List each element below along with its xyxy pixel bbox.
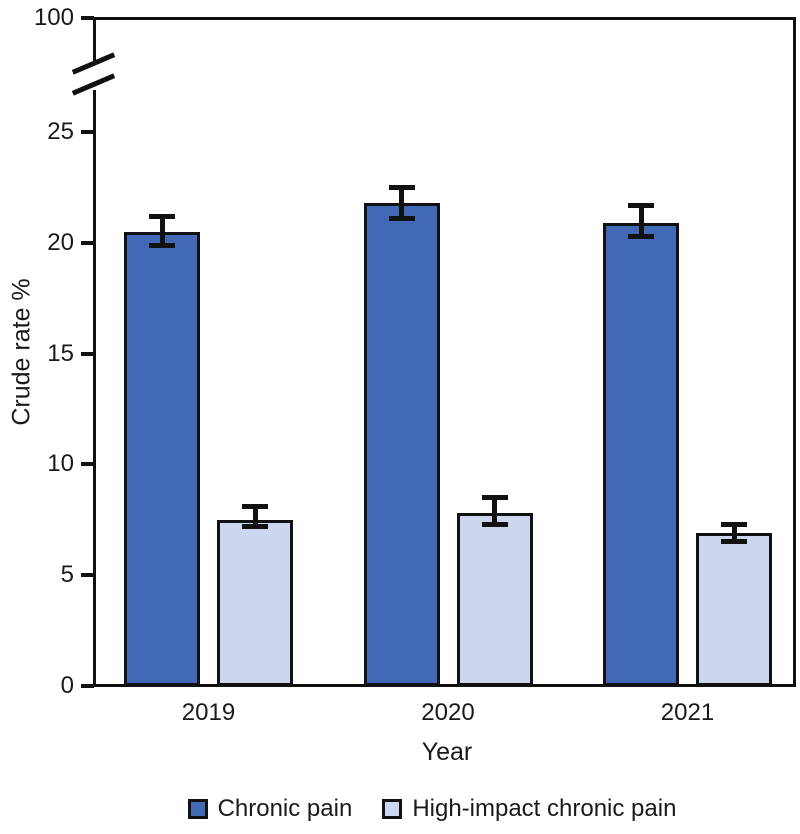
x-tick-label-2021: 2021: [660, 699, 715, 726]
y-tick-label-100: 100: [33, 4, 74, 31]
y-tick-5: [81, 573, 94, 578]
x-tick-label-2019: 2019: [181, 699, 236, 726]
bar-chronic-pain-2021: [603, 222, 679, 686]
y-tick-label-20: 20: [47, 228, 74, 256]
error-bar-cap-top-high-impact-chronic-pain-2021: [721, 521, 747, 527]
y-tick-25: [81, 130, 94, 134]
legend-label-high-impact-chronic-pain: High-impact chronic pain: [412, 795, 677, 822]
legend-item-chronic-pain: Chronic pain: [187, 795, 353, 823]
y-tick-100: [81, 16, 94, 20]
error-bar-cap-top-chronic-pain-2019: [149, 213, 175, 219]
error-bar-cap-bottom-high-impact-chronic-pain-2019: [242, 523, 268, 529]
error-bar-stem-chronic-pain-2020: [399, 187, 404, 219]
error-bar-cap-bottom-chronic-pain-2021: [628, 233, 654, 239]
error-bar-cap-bottom-chronic-pain-2020: [388, 215, 415, 221]
error-bar-cap-top-chronic-pain-2021: [628, 202, 654, 208]
error-bar-stem-chronic-pain-2021: [638, 205, 644, 237]
y-tick-label-0: 0: [60, 672, 74, 699]
y-tick-label-15: 15: [47, 339, 74, 367]
bar-high-impact-chronic-pain-2019: [217, 519, 293, 686]
y-tick-label-10: 10: [47, 450, 74, 478]
error-bar-stem-high-impact-chronic-pain-2020: [492, 497, 497, 525]
error-bar-stem-high-impact-chronic-pain-2019: [252, 506, 258, 527]
y-tick-15: [81, 351, 94, 356]
error-bar-stem-high-impact-chronic-pain-2021: [731, 524, 737, 542]
bar-high-impact-chronic-pain-2021: [696, 533, 772, 686]
y-axis-upper-segment: [93, 17, 96, 62]
bar-chronic-pain-2019: [124, 231, 200, 686]
y-tick-label-25: 25: [47, 118, 74, 145]
legend-label-chronic-pain: Chronic pain: [217, 795, 353, 822]
legend-item-high-impact-chronic-pain: High-impact chronic pain: [382, 795, 676, 823]
high-impact-chronic-pain-swatch: [382, 799, 403, 819]
error-bar-cap-bottom-chronic-pain-2019: [149, 242, 175, 248]
y-tick-label-5: 5: [60, 561, 74, 589]
bar-high-impact-chronic-pain-2020: [456, 513, 533, 686]
legend: Chronic pain High-impact chronic pain: [0, 795, 800, 823]
error-bar-cap-bottom-high-impact-chronic-pain-2021: [721, 539, 747, 545]
bar-chronic-pain-2020: [363, 202, 440, 686]
y-axis-lower-segment: [93, 90, 96, 687]
error-bar-cap-top-chronic-pain-2020: [388, 184, 415, 190]
error-bar-cap-top-high-impact-chronic-pain-2019: [242, 504, 268, 509]
error-bar-cap-top-high-impact-chronic-pain-2020: [481, 495, 508, 501]
plot-frame: [94, 17, 796, 687]
y-tick-0: [81, 684, 94, 688]
chronic-pain-swatch: [187, 799, 208, 819]
y-tick-20: [81, 240, 94, 245]
error-bar-stem-chronic-pain-2019: [159, 216, 165, 245]
x-axis-title: Year: [421, 738, 473, 766]
x-tick-label-2020: 2020: [421, 699, 475, 726]
error-bar-cap-bottom-high-impact-chronic-pain-2020: [481, 521, 508, 527]
y-tick-10: [81, 462, 94, 467]
